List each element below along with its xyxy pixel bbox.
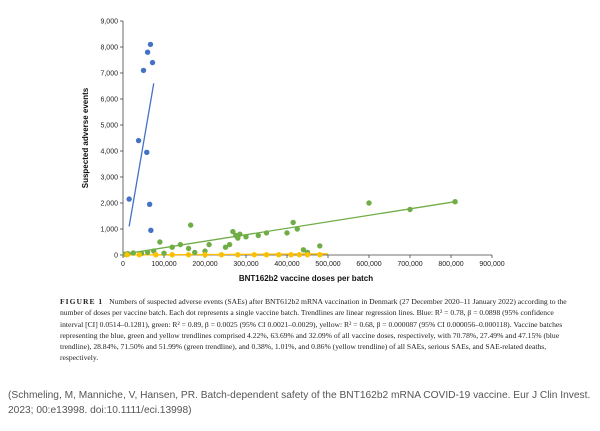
- green-data-point: [130, 250, 136, 256]
- yellow-data-point: [136, 252, 143, 258]
- green-data-point: [243, 234, 249, 240]
- blue-trendline: [128, 83, 155, 227]
- y-tick-label: 6,000: [100, 97, 118, 104]
- x-tick-label: 600,000: [356, 261, 381, 268]
- figure-label: FIGURE 1: [60, 297, 104, 306]
- green-data-point: [237, 231, 243, 237]
- yellow-data-point: [304, 252, 311, 258]
- x-tick-label: 800,000: [438, 261, 463, 268]
- blue-data-point: [147, 41, 154, 48]
- yellow-data-point: [185, 252, 192, 258]
- yellow-data-point: [263, 252, 270, 258]
- figure-caption: FIGURE 1 Numbers of suspected adverse ev…: [60, 296, 578, 364]
- y-tick-label: 1,000: [100, 227, 118, 234]
- green-data-point: [317, 243, 323, 249]
- y-tick-label: 7,000: [100, 71, 118, 78]
- green-data-point: [294, 226, 300, 232]
- green-data-point: [144, 249, 151, 256]
- green-data-point: [192, 249, 198, 256]
- y-tick-label: 0: [114, 253, 118, 260]
- x-tick-label: 500,000: [315, 261, 340, 268]
- green-data-point: [161, 250, 167, 256]
- y-tick-label: 9,000: [100, 19, 118, 26]
- y-tick-label: 5,000: [100, 123, 118, 130]
- yellow-data-point: [276, 252, 282, 258]
- green-data-point: [300, 247, 307, 253]
- y-axis-title: Suspected adverse events: [81, 87, 90, 188]
- green-data-point: [407, 206, 413, 213]
- x-axis-title: BNT162b2 vaccine doses per batch: [239, 274, 373, 283]
- y-tick-group: 0 1,000 2,000 3,000 4,000 5,000 6,000 7,000 8,00…: [100, 19, 123, 260]
- data-point-group: [122, 41, 458, 258]
- green-data-point: [366, 200, 372, 206]
- green-data-point: [255, 232, 261, 239]
- green-data-point: [206, 241, 212, 248]
- yellow-data-point: [235, 252, 241, 258]
- figure-card: 0 1,000 2,000 3,000 4,000 5,000 6,000 7,000 8,00…: [60, 18, 578, 364]
- yellow-data-point: [124, 252, 130, 258]
- green-data-point: [177, 241, 184, 248]
- chart-axes: [122, 21, 492, 256]
- x-tick-label: 100,000: [151, 261, 176, 268]
- yellow-data-point: [169, 252, 175, 258]
- green-data-point: [187, 222, 194, 228]
- yellow-data-point: [251, 252, 257, 258]
- trendline-group: [122, 83, 456, 256]
- green-data-point: [452, 199, 458, 205]
- scatter-chart: 0 1,000 2,000 3,000 4,000 5,000 6,000 7,000 8,00…: [81, 19, 505, 284]
- x-tick-label: 300,000: [233, 261, 258, 268]
- y-tick-label: 4,000: [100, 149, 118, 156]
- green-data-point: [263, 230, 270, 236]
- yellow-data-point: [218, 252, 225, 258]
- citation-text: (Schmeling, M, Manniche, V, Hansen, PR. …: [8, 390, 591, 416]
- blue-data-point: [149, 59, 156, 66]
- blue-data-point: [148, 227, 154, 233]
- y-tick-label: 3,000: [100, 175, 118, 182]
- yellow-data-point: [296, 252, 302, 258]
- green-data-point: [226, 241, 233, 248]
- x-tick-label: 400,000: [274, 261, 299, 268]
- green-data-point: [185, 245, 192, 252]
- yellow-data-point: [153, 252, 159, 258]
- yellow-data-point: [202, 252, 208, 258]
- green-data-point: [222, 244, 229, 250]
- blue-data-point: [146, 201, 153, 207]
- green-data-point: [290, 219, 296, 226]
- blue-data-point: [144, 49, 151, 55]
- x-tick-label: 900,000: [479, 261, 504, 268]
- x-tick-group: 0 100,000 200,000 300,000 400,000 500,000 600,…: [121, 255, 505, 268]
- green-data-point: [157, 239, 163, 245]
- green-data-point: [169, 244, 175, 250]
- x-tick-label: 700,000: [397, 261, 422, 268]
- blue-data-point: [144, 149, 150, 155]
- y-tick-label: 2,000: [100, 201, 118, 208]
- x-tick-label: 200,000: [192, 261, 217, 268]
- blue-data-point: [126, 196, 132, 202]
- green-data-point: [284, 230, 290, 236]
- yellow-data-point: [317, 252, 323, 258]
- blue-data-point: [140, 67, 147, 74]
- green-data-point: [230, 228, 236, 235]
- blue-data-point: [135, 137, 142, 144]
- y-tick-label: 8,000: [100, 45, 118, 52]
- x-tick-label: 0: [121, 261, 125, 268]
- caption-text: Numbers of suspected adverse events (SAE…: [60, 297, 567, 363]
- yellow-data-point: [288, 252, 294, 258]
